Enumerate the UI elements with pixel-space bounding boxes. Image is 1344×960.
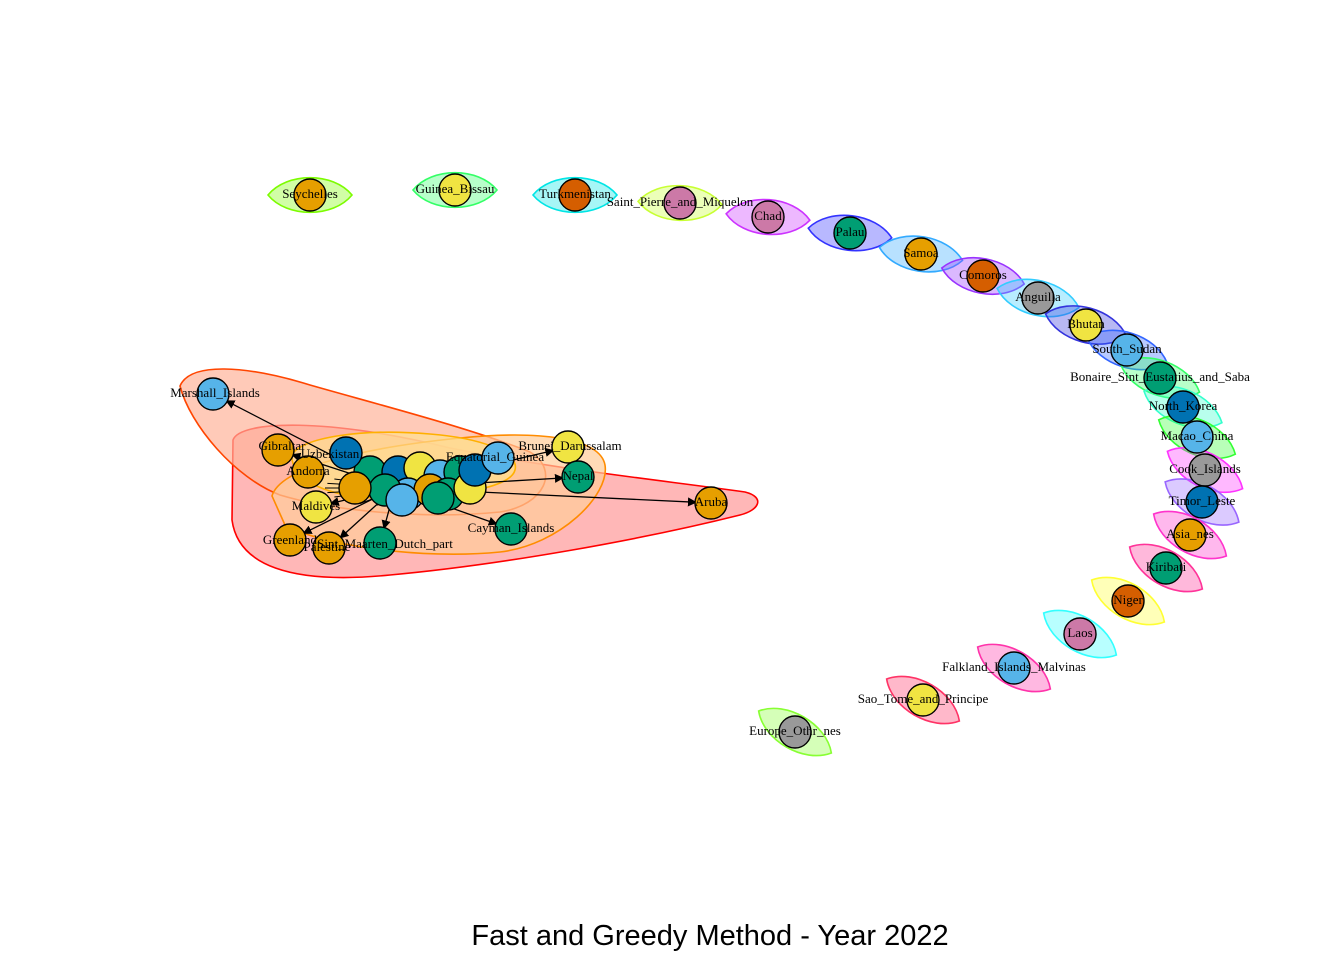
node-label-sint-maarten-dutch-part: Sint_Maarten_Dutch_part xyxy=(317,536,453,551)
node-falkland-islands-malvinas xyxy=(997,651,1031,685)
node-label-bhutan: Bhutan xyxy=(1067,316,1105,331)
node-label-marshall-islands: Marshall_Islands xyxy=(170,385,260,400)
node-label-anguilla: Anguilla xyxy=(1015,289,1061,304)
node-label-bonaire-sint-eustatius-and-saba: Bonaire_Sint_Eustatius_and_Saba xyxy=(1070,369,1250,384)
node-label-sao-tome-and-principe: Sao_Tome_and_Principe xyxy=(858,691,989,706)
node-chad xyxy=(751,200,785,234)
node-equatorial-guinea xyxy=(481,441,515,475)
node-kiribati xyxy=(1149,551,1183,585)
node-niger xyxy=(1111,584,1145,618)
node-timor-leste xyxy=(1185,485,1219,519)
node-label-palau: Palau xyxy=(836,224,865,239)
plot-title: Fast and Greedy Method - Year 2022 xyxy=(471,920,949,952)
node-comoros xyxy=(966,259,1000,293)
node-samoa xyxy=(904,237,938,271)
node-label-falkland-islands-malvinas: Falkland_Islands_Malvinas xyxy=(942,659,1086,674)
hub-node-14 xyxy=(421,481,455,515)
node-bonaire-sint-eustatius-and-saba xyxy=(1143,361,1177,395)
node-label-equatorial-guinea: Equatorial_Guinea xyxy=(446,449,544,464)
node-label-europe-othr-nes: Europe_Othr_nes xyxy=(749,723,841,738)
node-label-maldives: Maldives xyxy=(292,498,340,513)
node-label-brunei-darussalam: Brunei_Darussalam xyxy=(518,438,621,453)
node-uzbekistan xyxy=(329,436,363,470)
node-sint-maarten-dutch-part xyxy=(363,526,397,560)
node-brunei-darussalam xyxy=(551,430,585,464)
node-label-gibraltar: Gibraltar xyxy=(259,438,307,453)
node-macao-china xyxy=(1180,420,1214,454)
hub-node-13 xyxy=(385,483,419,517)
node-bhutan xyxy=(1069,308,1103,342)
node-gibraltar xyxy=(261,433,295,467)
node-label-timor-leste: Timor_Leste xyxy=(1169,493,1236,508)
node-seychelles xyxy=(293,178,327,212)
node-label-asia-nes: Asia_nes xyxy=(1166,526,1214,541)
node-label-palestine: Palestine xyxy=(304,539,351,554)
node-cayman-islands xyxy=(494,512,528,546)
node-maldives xyxy=(299,490,333,524)
node-label-saint-pierre-and-miquelon: Saint_Pierre_and_Miquelon xyxy=(607,194,754,209)
node-label-niger: Niger xyxy=(1113,592,1143,607)
node-label-guinea-bissau: Guinea_Bissau xyxy=(416,181,495,196)
node-anguilla xyxy=(1021,281,1055,315)
node-turkmenistan xyxy=(558,178,592,212)
node-guinea-bissau xyxy=(438,173,472,207)
node-greenland xyxy=(273,523,307,557)
node-saint-pierre-and-miquelon xyxy=(663,186,697,220)
node-label-uzbekistan: Uzbekistan xyxy=(301,446,360,461)
node-label-north-korea: North_Korea xyxy=(1149,398,1218,413)
node-laos xyxy=(1063,617,1097,651)
node-europe-othr-nes xyxy=(778,715,812,749)
node-palau xyxy=(833,216,867,250)
node-label-turkmenistan: Turkmenistan xyxy=(539,186,611,201)
hub-node-11 xyxy=(338,471,372,505)
node-aruba xyxy=(694,486,728,520)
node-label-chad: Chad xyxy=(754,208,782,223)
node-label-samoa: Samoa xyxy=(903,245,939,260)
node-sao-tome-and-principe xyxy=(906,683,940,717)
node-palestine xyxy=(312,531,346,565)
node-label-cook-islands: Cook_Islands xyxy=(1169,461,1241,476)
node-label-laos: Laos xyxy=(1067,625,1092,640)
node-label-aruba: Aruba xyxy=(695,494,728,509)
node-label-seychelles: Seychelles xyxy=(282,186,338,201)
node-andorra xyxy=(291,455,325,489)
node-asia-nes xyxy=(1173,518,1207,552)
node-label-greenland: Greenland xyxy=(263,532,318,547)
node-marshall-islands xyxy=(196,377,230,411)
node-label-cayman-islands: Cayman_Islands xyxy=(468,520,555,535)
node-nepal xyxy=(561,460,595,494)
node-label-nepal: Nepal xyxy=(562,468,593,483)
node-label-macao-china: Macao_China xyxy=(1161,428,1234,443)
node-south-sudan xyxy=(1110,333,1144,367)
node-label-south-sudan: South_Sudan xyxy=(1092,341,1162,356)
node-north-korea xyxy=(1166,390,1200,424)
node-label-kiribati: Kiribati xyxy=(1146,559,1187,574)
node-label-andorra: Andorra xyxy=(286,463,330,478)
node-label-comoros: Comoros xyxy=(959,267,1007,282)
